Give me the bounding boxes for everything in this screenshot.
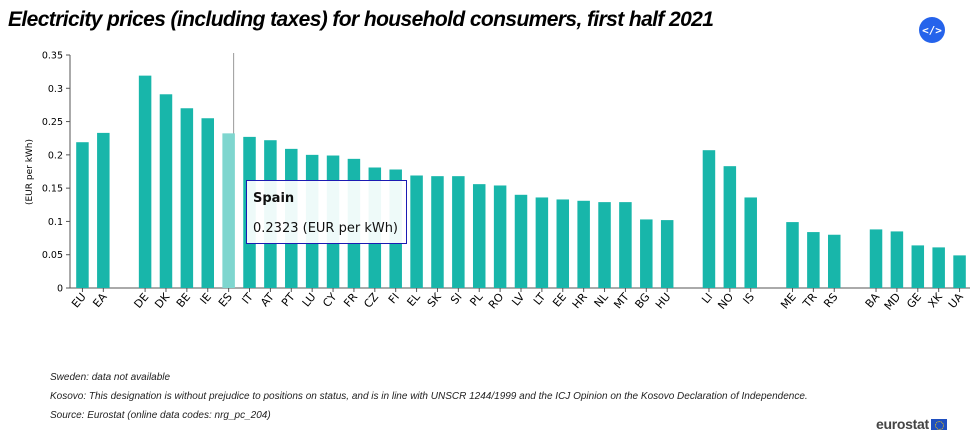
bar-dk[interactable] [159, 94, 173, 288]
y-tick-label: 0.25 [42, 117, 63, 128]
bar-be[interactable] [180, 108, 194, 288]
eurostat-logo: eurostat [876, 416, 947, 432]
bar-rs[interactable] [828, 234, 841, 288]
x-tick-label: HU [653, 291, 673, 312]
x-tick-label: BE [174, 291, 193, 310]
x-tick-label: CY [320, 290, 339, 309]
y-tick-label: 0.2 [48, 150, 63, 161]
bar-eu[interactable] [76, 142, 89, 288]
x-tick-label: EU [69, 291, 89, 311]
bar-hr[interactable] [577, 200, 590, 288]
x-tick-label: UA [946, 290, 966, 311]
bar-bg[interactable] [640, 219, 653, 288]
x-tick-label: AT [258, 290, 277, 309]
x-tick-label: IE [198, 291, 215, 307]
x-tick-label: ES [216, 291, 235, 310]
bar-chart: (EUR per kWh) 0 0.05 0.1 0.15 0.2 0.25 0.3 0.35… [25, 51, 970, 313]
bar-tr[interactable] [807, 232, 820, 288]
bar-li[interactable] [702, 150, 716, 288]
bar-mt[interactable] [619, 202, 632, 288]
bar-ee[interactable] [556, 199, 570, 288]
x-tick-label: XK [926, 290, 946, 310]
eu-flag-icon [930, 418, 947, 430]
bar-el[interactable] [410, 175, 423, 288]
bar-lv[interactable] [514, 194, 528, 288]
logo-text: eurostat [876, 416, 929, 432]
x-tick-label: BG [632, 291, 652, 312]
footnote-sweden: Sweden: data not available [50, 372, 171, 383]
x-tick-label: DK [152, 290, 173, 311]
bar-me[interactable] [786, 222, 799, 288]
y-tick-label: 0.1 [48, 217, 63, 228]
x-tick-label: RO [486, 290, 507, 311]
x-tick-label: FR [341, 290, 360, 309]
y-tick-label: 0.35 [42, 51, 63, 62]
bar-ua[interactable] [953, 255, 966, 288]
footnotes: Sweden: data not available Kosovo: This … [50, 372, 808, 429]
x-tick-label: LI [699, 291, 715, 307]
bar-tooltip: Spain 0.2323 (EUR per kWh) [246, 180, 407, 244]
x-tick-label: GE [904, 291, 924, 311]
x-tick-label: RS [821, 291, 840, 311]
y-tick-label: 0.3 [48, 84, 63, 95]
x-tick-label: NL [592, 290, 612, 310]
y-tick-label: 0.05 [42, 250, 63, 261]
x-tick-label: CZ [361, 290, 381, 310]
x-tick-label: DE [132, 291, 152, 311]
x-tick-label: LT [531, 290, 548, 307]
bar-ea[interactable] [97, 132, 110, 288]
x-tick-label: EE [550, 291, 569, 310]
bar-xk[interactable] [932, 247, 945, 288]
x-tick-label: NO [715, 290, 736, 312]
chart-title: Electricity prices (including taxes) for… [8, 8, 714, 31]
bar-no[interactable] [723, 166, 737, 288]
bar-is[interactable] [744, 197, 757, 288]
x-tick-label: HR [570, 290, 590, 311]
x-tick-label: EA [90, 290, 110, 310]
embed-code-button[interactable]: </> [919, 17, 945, 43]
bar-ge[interactable] [911, 245, 925, 288]
x-tick-label: TR [800, 290, 820, 310]
x-tick-label: PL [467, 290, 486, 309]
x-tick-label: SI [448, 291, 465, 307]
bar-hu[interactable] [660, 220, 674, 288]
y-axis-label: (EUR per kWh) [25, 139, 35, 205]
x-tick-label: LU [300, 291, 319, 310]
x-tick-label: MT [611, 290, 632, 311]
x-tick-label: ME [778, 291, 799, 312]
x-tick-label: BA [863, 290, 883, 310]
bar-nl[interactable] [598, 202, 611, 288]
bar-ie[interactable] [201, 118, 214, 288]
x-tick-label: PT [279, 290, 298, 309]
x-tick-label: SK [425, 290, 445, 310]
x-tick-label: LV [509, 290, 527, 308]
tooltip-country: Spain [253, 191, 295, 206]
x-tick-label: MD [882, 291, 904, 313]
bar-pl[interactable] [472, 184, 486, 288]
footnote-kosovo: Kosovo: This designation is without prej… [50, 391, 808, 402]
x-tick-label: IS [740, 291, 757, 307]
bar-ba[interactable] [869, 229, 883, 288]
tooltip-value: 0.2323 (EUR per kWh) [253, 221, 399, 236]
y-tick-label: 0 [57, 284, 63, 295]
bar-de[interactable] [138, 75, 152, 288]
x-tick-label: FI [386, 291, 402, 307]
y-tick-label: 0.15 [42, 184, 63, 195]
bar-sk[interactable] [431, 176, 444, 288]
bar-es[interactable] [222, 133, 235, 288]
bar-lt[interactable] [535, 197, 549, 288]
bar-ro[interactable] [493, 185, 507, 288]
footnote-source: Source: Eurostat (online data codes: nrg… [50, 410, 271, 421]
x-tick-label: IT [239, 290, 256, 306]
bar-si[interactable] [452, 176, 465, 288]
x-tick-label: EL [405, 290, 424, 309]
bar-md[interactable] [890, 231, 904, 288]
